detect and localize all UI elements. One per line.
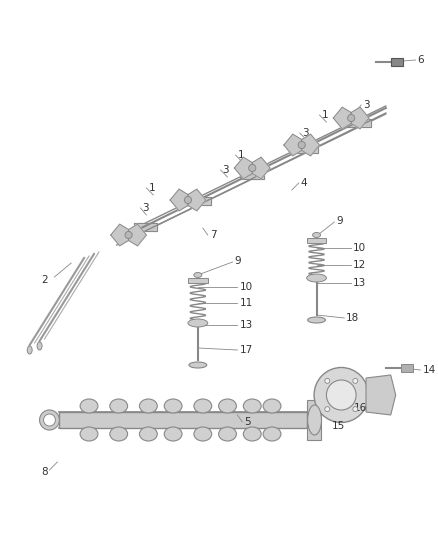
Bar <box>307 400 321 440</box>
Text: 4: 4 <box>301 178 307 188</box>
Ellipse shape <box>353 407 358 411</box>
Polygon shape <box>170 189 188 211</box>
Text: 9: 9 <box>336 216 343 226</box>
Ellipse shape <box>313 232 321 238</box>
Text: 5: 5 <box>244 417 251 427</box>
Polygon shape <box>111 224 129 246</box>
Ellipse shape <box>263 399 281 413</box>
Bar <box>307 238 326 243</box>
Ellipse shape <box>326 380 356 410</box>
Text: 10: 10 <box>240 282 253 292</box>
Ellipse shape <box>219 427 237 441</box>
Text: 7: 7 <box>210 230 216 240</box>
Ellipse shape <box>37 342 42 350</box>
Polygon shape <box>187 197 211 205</box>
Text: 8: 8 <box>42 467 48 477</box>
Ellipse shape <box>125 231 132 239</box>
Ellipse shape <box>139 427 157 441</box>
Ellipse shape <box>325 378 330 383</box>
Ellipse shape <box>244 427 261 441</box>
Bar <box>401 364 413 372</box>
Text: 3: 3 <box>363 100 370 110</box>
Text: 12: 12 <box>353 260 367 270</box>
Text: 9: 9 <box>234 256 241 266</box>
Ellipse shape <box>189 362 207 368</box>
Ellipse shape <box>80 399 98 413</box>
Text: 16: 16 <box>354 403 367 413</box>
Ellipse shape <box>164 399 182 413</box>
Ellipse shape <box>80 427 98 441</box>
Text: 3: 3 <box>302 128 308 138</box>
Ellipse shape <box>194 399 212 413</box>
Ellipse shape <box>194 272 202 278</box>
Ellipse shape <box>249 164 256 172</box>
Ellipse shape <box>298 141 305 149</box>
Ellipse shape <box>263 427 281 441</box>
Ellipse shape <box>164 427 182 441</box>
Ellipse shape <box>219 399 237 413</box>
Polygon shape <box>240 172 264 179</box>
Text: 11: 11 <box>240 298 253 308</box>
Ellipse shape <box>194 427 212 441</box>
Polygon shape <box>351 107 369 129</box>
Text: 14: 14 <box>422 365 436 375</box>
Ellipse shape <box>39 410 60 430</box>
Ellipse shape <box>325 407 330 411</box>
Ellipse shape <box>353 378 358 383</box>
Ellipse shape <box>110 399 127 413</box>
Ellipse shape <box>307 274 326 282</box>
Text: 1: 1 <box>237 150 244 160</box>
Ellipse shape <box>348 115 355 122</box>
Ellipse shape <box>43 414 55 426</box>
Polygon shape <box>188 189 206 211</box>
Ellipse shape <box>184 196 191 204</box>
Text: 13: 13 <box>353 278 367 288</box>
Polygon shape <box>284 134 302 156</box>
Ellipse shape <box>110 427 127 441</box>
Text: 10: 10 <box>353 243 366 253</box>
Ellipse shape <box>139 399 157 413</box>
Bar <box>60 412 307 428</box>
Ellipse shape <box>314 367 368 423</box>
Bar <box>188 278 208 283</box>
Text: 1: 1 <box>321 110 328 120</box>
Text: 15: 15 <box>332 421 345 431</box>
Text: 18: 18 <box>346 313 360 323</box>
Text: 3: 3 <box>223 165 229 175</box>
Ellipse shape <box>307 405 321 435</box>
Text: 13: 13 <box>240 320 253 330</box>
Bar <box>391 58 403 66</box>
Polygon shape <box>333 107 351 129</box>
Polygon shape <box>302 134 319 156</box>
Polygon shape <box>129 224 146 246</box>
Ellipse shape <box>244 399 261 413</box>
Polygon shape <box>252 157 270 179</box>
Polygon shape <box>234 157 252 179</box>
Text: 6: 6 <box>417 55 424 65</box>
Polygon shape <box>294 146 318 152</box>
Polygon shape <box>366 375 396 415</box>
Text: 17: 17 <box>240 345 253 355</box>
Text: 3: 3 <box>142 203 149 213</box>
Ellipse shape <box>27 346 32 354</box>
Polygon shape <box>134 223 157 231</box>
Text: 2: 2 <box>42 275 48 285</box>
Ellipse shape <box>188 319 208 327</box>
Ellipse shape <box>307 317 325 323</box>
Polygon shape <box>347 119 371 127</box>
Text: 1: 1 <box>148 183 155 193</box>
